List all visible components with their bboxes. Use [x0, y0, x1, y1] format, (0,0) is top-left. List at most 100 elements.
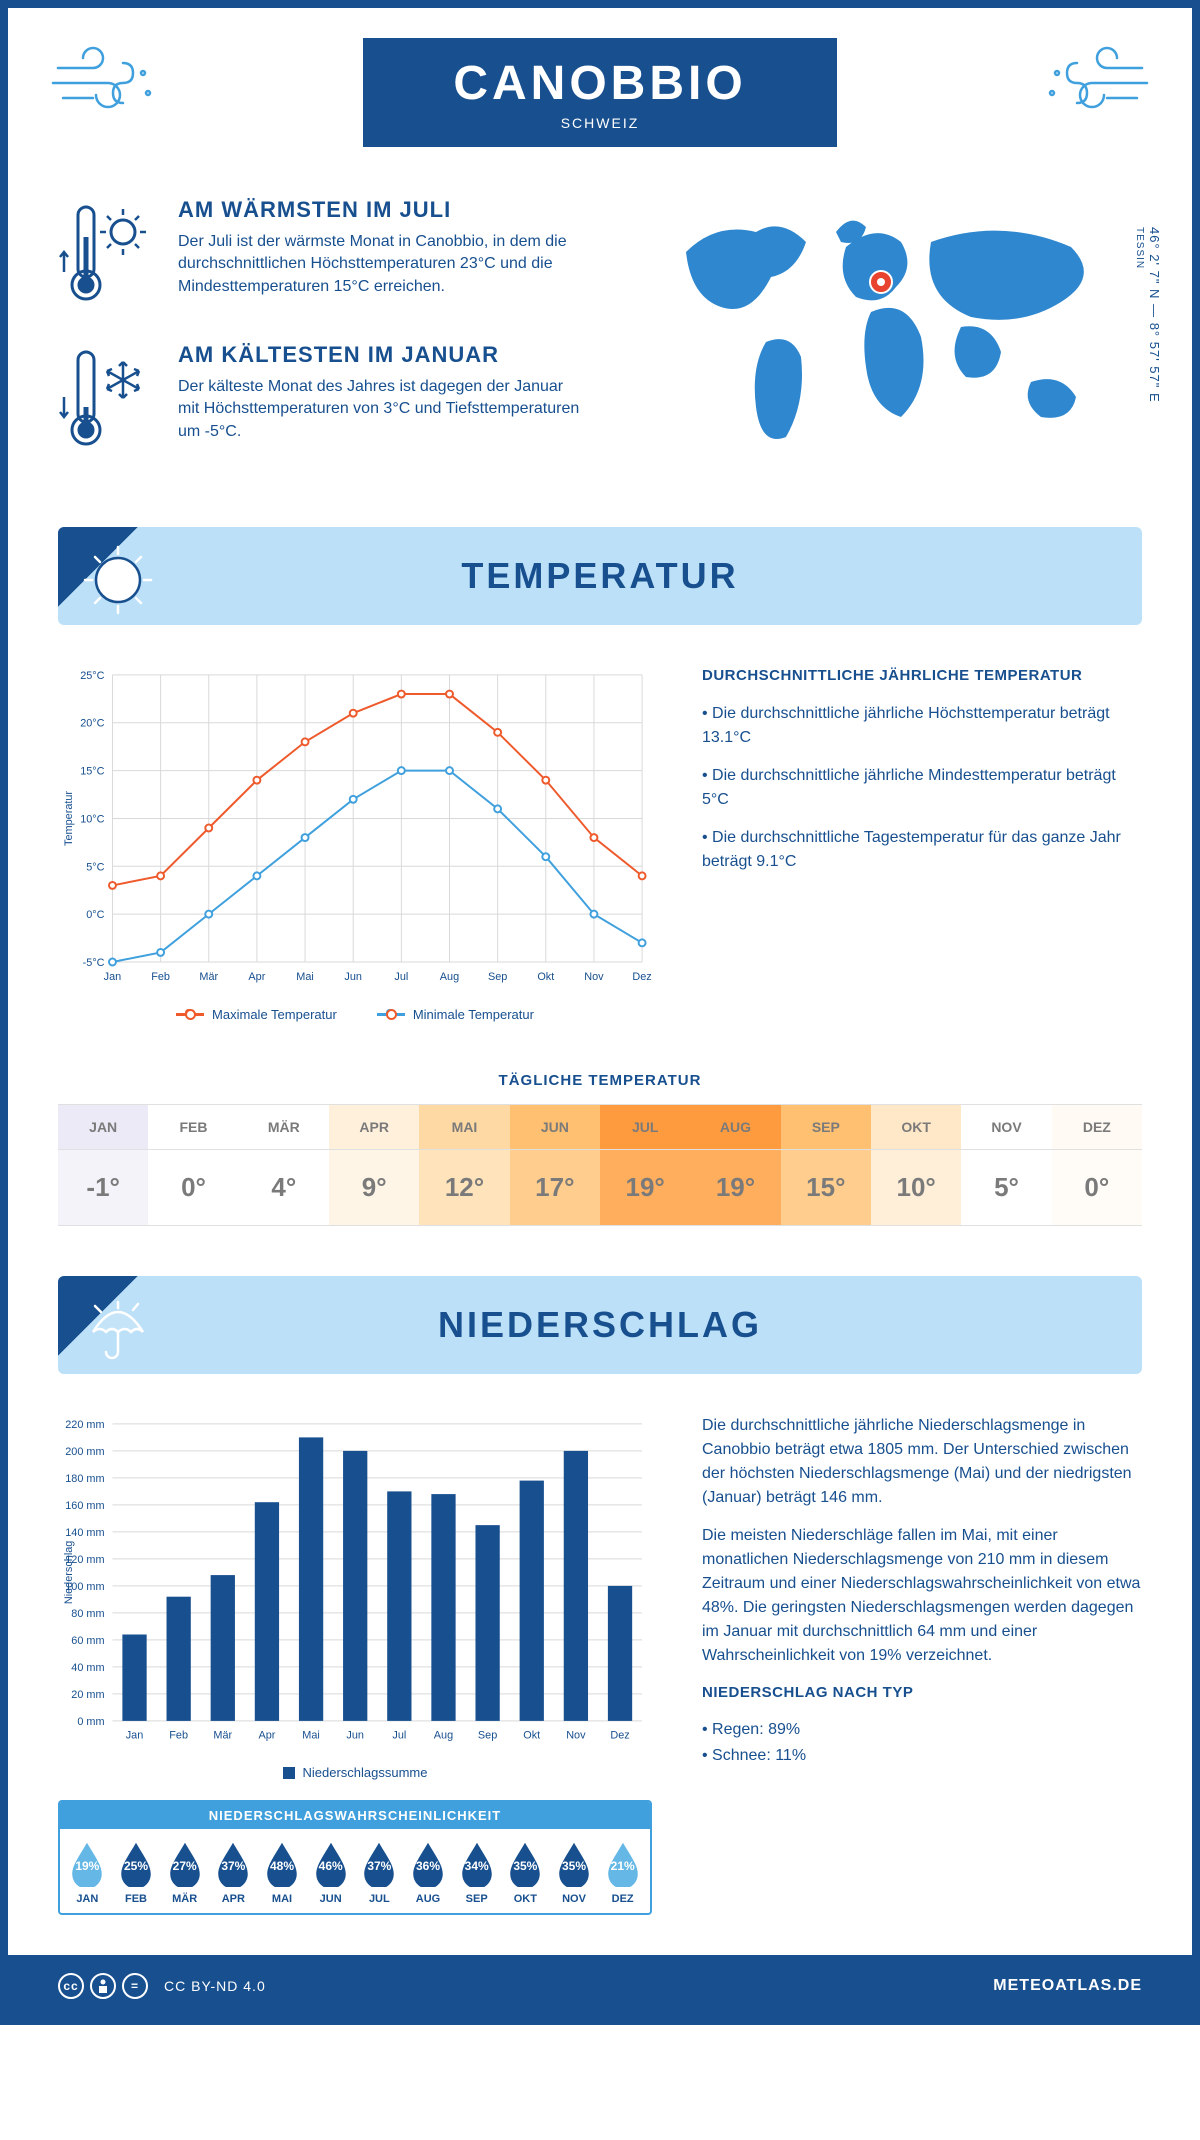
svg-text:Mai: Mai [296, 971, 314, 983]
precip-drop: 48% MAI [259, 1839, 306, 1905]
umbrella-icon [83, 1294, 153, 1369]
daily-month: MÄR [239, 1104, 329, 1150]
daily-temp: 9° [329, 1150, 419, 1226]
precip-drop: 27% MÄR [161, 1839, 208, 1905]
temperature-facts: DURCHSCHNITTLICHE JÄHRLICHE TEMPERATUR •… [702, 665, 1142, 1022]
svg-text:Okt: Okt [537, 971, 554, 983]
svg-text:0 mm: 0 mm [77, 1716, 104, 1728]
daily-temp: 15° [781, 1150, 871, 1226]
svg-text:Okt: Okt [523, 1729, 540, 1741]
warmest-text: Der Juli ist der wärmste Monat in Canobb… [178, 231, 580, 298]
svg-text:220 mm: 220 mm [65, 1419, 104, 1431]
svg-text:40 mm: 40 mm [71, 1662, 104, 1674]
svg-text:20 mm: 20 mm [71, 1689, 104, 1701]
precip-probability-panel: NIEDERSCHLAGSWAHRSCHEINLICHKEIT 19% JAN … [58, 1800, 652, 1915]
daily-month: JUN [510, 1104, 600, 1150]
coldest-title: AM KÄLTESTEN IM JANUAR [178, 342, 580, 368]
precip-drop: 37% JUL [356, 1839, 403, 1905]
svg-text:Jun: Jun [346, 1729, 364, 1741]
daily-temp: 10° [871, 1150, 961, 1226]
precip-drop: 21% DEZ [599, 1839, 646, 1905]
world-map: 46° 2' 7" N — 8° 57' 57" E TESSIN [620, 197, 1142, 487]
svg-text:5°C: 5°C [86, 861, 104, 873]
daily-temp: 19° [690, 1150, 780, 1226]
cc-icon: cc [58, 1973, 84, 1999]
daily-temp: -1° [58, 1150, 148, 1226]
svg-text:Jul: Jul [394, 971, 408, 983]
daily-temp: 5° [961, 1150, 1051, 1226]
svg-text:Jul: Jul [392, 1729, 406, 1741]
svg-text:20°C: 20°C [80, 718, 104, 730]
svg-text:Nov: Nov [566, 1729, 586, 1741]
svg-text:Apr: Apr [248, 971, 265, 983]
svg-text:Dez: Dez [632, 971, 651, 983]
temperature-title: TEMPERATUR [58, 555, 1142, 597]
svg-text:Jan: Jan [104, 971, 122, 983]
daily-month: AUG [690, 1104, 780, 1150]
svg-text:140 mm: 140 mm [65, 1527, 104, 1539]
precip-legend: Niederschlagssumme [58, 1765, 652, 1780]
svg-text:Jan: Jan [126, 1729, 144, 1741]
by-icon [90, 1973, 116, 1999]
site-name: METEOATLAS.DE [993, 1977, 1142, 1995]
daily-temp: 19° [600, 1150, 690, 1226]
temperature-line-chart: -5°C0°C5°C10°C15°C20°C25°CJanFebMärAprMa… [58, 665, 652, 997]
license-icons: cc = CC BY-ND 4.0 [58, 1973, 266, 1999]
page-title: CANOBBIO [453, 56, 746, 111]
daily-temp-grid: JANFEBMÄRAPRMAIJUNJULAUGSEPOKTNOVDEZ-1°0… [58, 1104, 1142, 1226]
svg-text:Dez: Dez [610, 1729, 629, 1741]
precip-drop: 35% NOV [551, 1839, 598, 1905]
header: CANOBBIO SCHWEIZ [8, 8, 1192, 167]
precip-drop: 34% SEP [453, 1839, 500, 1905]
coordinates: 46° 2' 7" N — 8° 57' 57" E TESSIN [1132, 227, 1162, 403]
daily-month: JAN [58, 1104, 148, 1150]
precip-bar-chart: 0 mm20 mm40 mm60 mm80 mm100 mm120 mm140 … [58, 1414, 652, 1756]
daily-temp: 17° [510, 1150, 600, 1226]
svg-text:80 mm: 80 mm [71, 1608, 104, 1620]
daily-month: SEP [781, 1104, 871, 1150]
svg-text:60 mm: 60 mm [71, 1635, 104, 1647]
svg-text:0°C: 0°C [86, 909, 104, 921]
daily-month: APR [329, 1104, 419, 1150]
svg-text:Mai: Mai [302, 1729, 320, 1741]
svg-text:Feb: Feb [169, 1729, 188, 1741]
coldest-fact: AM KÄLTESTEN IM JANUAR Der kälteste Mona… [58, 342, 580, 457]
warmest-title: AM WÄRMSTEN IM JULI [178, 197, 580, 223]
thermometer-hot-icon [58, 197, 158, 312]
daily-month: JUL [600, 1104, 690, 1150]
precip-drop: 37% APR [210, 1839, 257, 1905]
footer: cc = CC BY-ND 4.0 METEOATLAS.DE [8, 1955, 1192, 2017]
daily-month: OKT [871, 1104, 961, 1150]
svg-text:Temperatur: Temperatur [63, 791, 75, 846]
temperature-legend: .legend-swatch:nth-child(1)::after{borde… [58, 1007, 652, 1022]
page-subtitle: SCHWEIZ [453, 115, 746, 131]
precip-drop: 46% JUN [307, 1839, 354, 1905]
svg-text:160 mm: 160 mm [65, 1500, 104, 1512]
svg-text:Niederschlag: Niederschlag [63, 1540, 75, 1603]
svg-text:Sep: Sep [478, 1729, 497, 1741]
wind-icon [48, 43, 168, 128]
precip-banner: NIEDERSCHLAG [58, 1276, 1142, 1374]
precip-drop: 36% AUG [405, 1839, 452, 1905]
title-ribbon: CANOBBIO SCHWEIZ [363, 38, 836, 147]
summary-row: AM WÄRMSTEN IM JULI Der Juli ist der wär… [8, 167, 1192, 527]
daily-temp: 12° [419, 1150, 509, 1226]
svg-text:Aug: Aug [434, 1729, 453, 1741]
daily-temp: 0° [148, 1150, 238, 1226]
svg-text:180 mm: 180 mm [65, 1473, 104, 1485]
precip-drop: 19% JAN [64, 1839, 111, 1905]
svg-text:Apr: Apr [258, 1729, 275, 1741]
precip-drop: 25% FEB [113, 1839, 160, 1905]
sun-icon [83, 545, 153, 620]
daily-month: FEB [148, 1104, 238, 1150]
daily-month: MAI [419, 1104, 509, 1150]
precip-facts: Die durchschnittliche jährliche Niedersc… [702, 1414, 1142, 1916]
svg-text:10°C: 10°C [80, 813, 104, 825]
wind-icon [1032, 43, 1152, 128]
daily-temp-title: TÄGLICHE TEMPERATUR [58, 1072, 1142, 1089]
svg-text:Jun: Jun [344, 971, 362, 983]
warmest-fact: AM WÄRMSTEN IM JULI Der Juli ist der wär… [58, 197, 580, 312]
svg-text:-5°C: -5°C [83, 957, 105, 969]
daily-temp: 4° [239, 1150, 329, 1226]
coldest-text: Der kälteste Monat des Jahres ist dagege… [178, 376, 580, 443]
